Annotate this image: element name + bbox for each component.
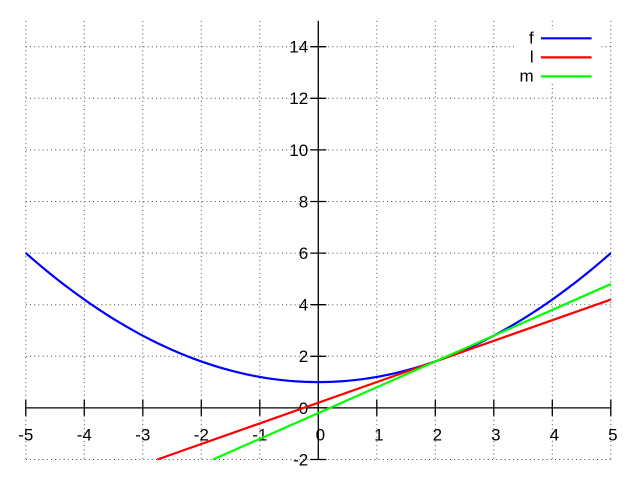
svg-text:4: 4 [299,296,308,315]
svg-text:4: 4 [550,426,559,445]
svg-text:2: 2 [299,347,308,366]
svg-text:8: 8 [299,192,308,211]
svg-text:-2: -2 [293,450,308,469]
svg-text:-4: -4 [77,426,92,445]
svg-text:-2: -2 [194,426,209,445]
svg-text:f: f [529,28,534,47]
svg-text:-3: -3 [135,426,150,445]
svg-text:m: m [520,66,534,85]
svg-text:6: 6 [299,244,308,263]
svg-text:-5: -5 [18,426,33,445]
svg-text:3: 3 [491,426,500,445]
svg-text:10: 10 [289,141,308,160]
svg-text:1: 1 [374,426,383,445]
svg-text:14: 14 [289,38,308,57]
svg-text:2: 2 [433,426,442,445]
svg-text:12: 12 [289,89,308,108]
svg-text:0: 0 [316,426,325,445]
svg-text:5: 5 [608,426,617,445]
svg-text:l: l [530,47,534,66]
